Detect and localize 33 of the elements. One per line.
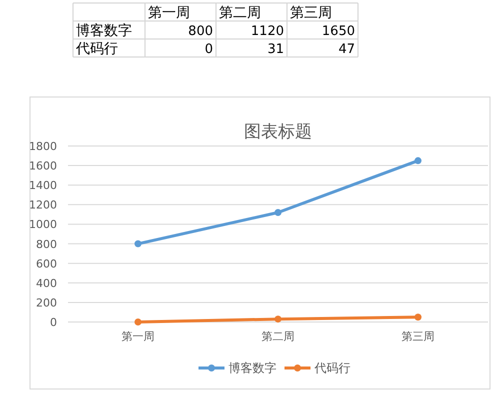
y-tick-label: 1200 — [29, 198, 57, 212]
text: 代码行 — [75, 41, 118, 57]
point — [134, 240, 142, 248]
data-label: 800 — [188, 24, 213, 39]
point — [414, 157, 422, 164]
y-tick-label: 600 — [36, 257, 57, 270]
y-tick-label: 200 — [36, 296, 57, 310]
point — [134, 318, 142, 326]
y-tick-label: 1600 — [29, 160, 57, 173]
category-label: 第一周 — [148, 5, 190, 21]
data-label: 47 — [338, 42, 355, 57]
chart-title: 图表标题 — [244, 122, 312, 142]
y-tick-label: 1800 — [29, 140, 57, 153]
data-label: 1120 — [250, 24, 284, 39]
y-tick-label: 800 — [36, 238, 57, 251]
y-tick-label: 0 — [50, 316, 57, 329]
y-tick-label: 1400 — [29, 179, 57, 192]
point — [414, 314, 422, 321]
point — [274, 316, 282, 323]
category-label: 第二周 — [219, 5, 261, 21]
legend-label: 代码行 — [314, 361, 350, 375]
x-tick-label: 第三周 — [402, 330, 434, 343]
y-tick-label: 1000 — [29, 218, 57, 232]
text: 博客数字 — [76, 23, 132, 39]
x-tick-label: 第一周 — [122, 330, 154, 343]
y-tick-label: 400 — [36, 276, 57, 290]
data-label: 1650 — [322, 24, 355, 39]
legend-label: 博客数字 — [228, 361, 276, 375]
data-label: 0 — [204, 42, 213, 57]
category-label: 第三周 — [290, 5, 332, 21]
point — [274, 208, 282, 216]
data-label: 31 — [267, 42, 284, 57]
x-tick-label: 第二周 — [262, 330, 294, 343]
